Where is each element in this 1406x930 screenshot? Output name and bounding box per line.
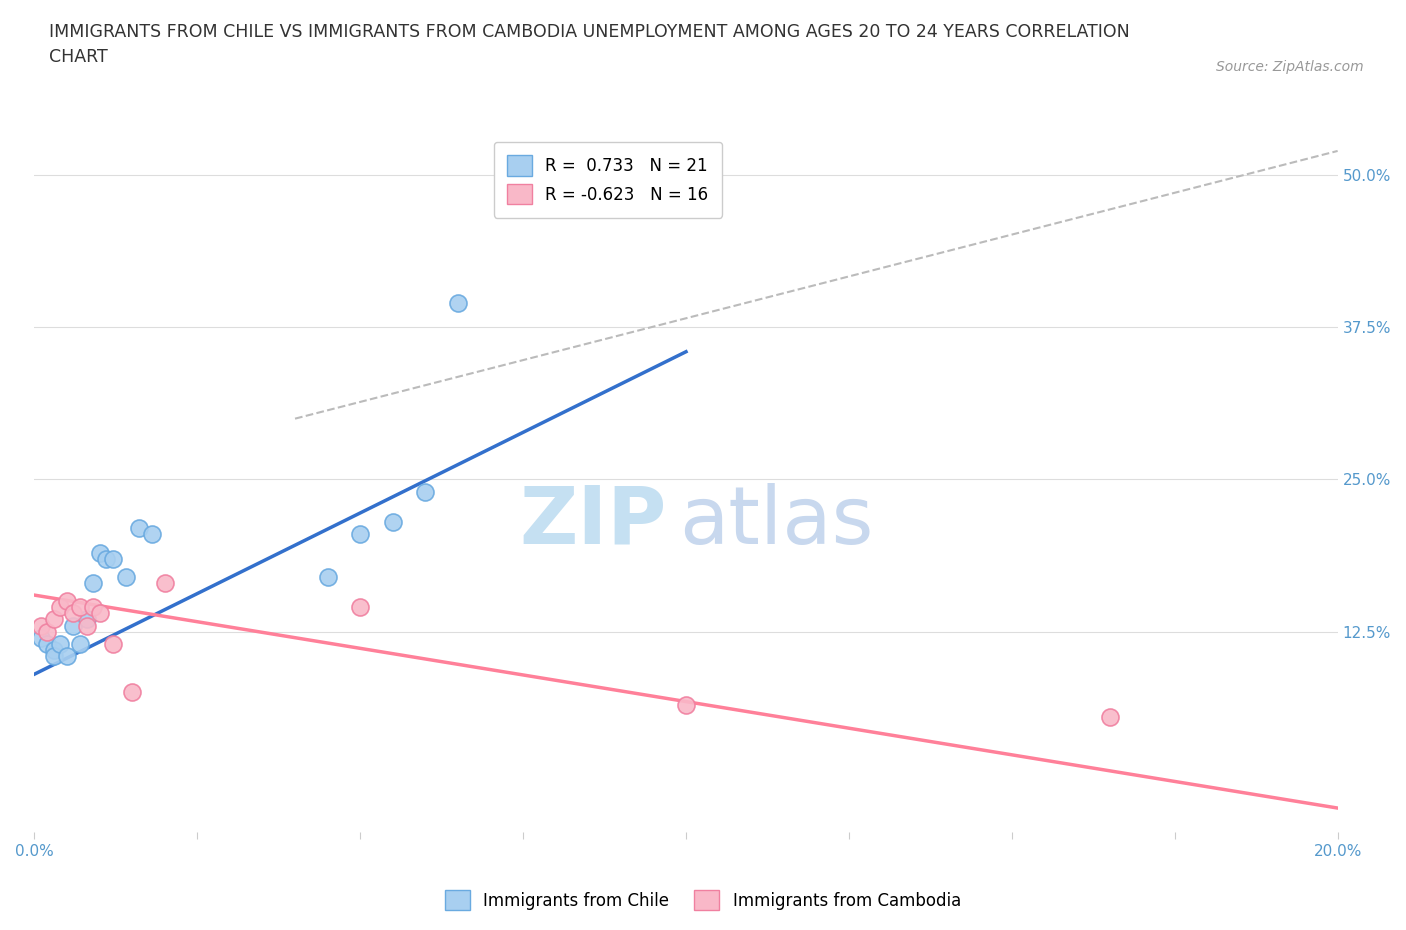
Legend: R =  0.733   N = 21, R = -0.623   N = 16: R = 0.733 N = 21, R = -0.623 N = 16 xyxy=(494,142,721,218)
Point xyxy=(128,521,150,536)
Point xyxy=(415,485,437,499)
Point xyxy=(42,648,65,663)
Point xyxy=(316,569,339,584)
Point xyxy=(69,600,91,615)
Point xyxy=(381,514,404,529)
Point xyxy=(62,606,84,621)
Point xyxy=(349,526,371,541)
Text: IMMIGRANTS FROM CHILE VS IMMIGRANTS FROM CAMBODIA UNEMPLOYMENT AMONG AGES 20 TO : IMMIGRANTS FROM CHILE VS IMMIGRANTS FROM… xyxy=(49,23,1130,66)
Point xyxy=(56,648,79,663)
Point xyxy=(76,612,98,627)
Legend: Immigrants from Chile, Immigrants from Cambodia: Immigrants from Chile, Immigrants from C… xyxy=(439,884,967,917)
Point xyxy=(62,618,84,633)
Point xyxy=(141,526,163,541)
Point xyxy=(121,685,143,700)
Point xyxy=(675,698,697,712)
Text: Source: ZipAtlas.com: Source: ZipAtlas.com xyxy=(1216,60,1364,74)
Point xyxy=(349,600,371,615)
Point xyxy=(30,618,52,633)
Point xyxy=(37,624,59,639)
Point xyxy=(447,296,470,311)
Point xyxy=(153,576,176,591)
Point xyxy=(114,569,136,584)
Point xyxy=(49,636,72,651)
Point xyxy=(49,600,72,615)
Point xyxy=(101,551,124,566)
Text: atlas: atlas xyxy=(679,483,875,561)
Point xyxy=(94,551,117,566)
Point xyxy=(82,600,104,615)
Point xyxy=(56,593,79,608)
Point xyxy=(1098,710,1121,724)
Point xyxy=(30,631,52,645)
Point xyxy=(101,636,124,651)
Point xyxy=(37,636,59,651)
Point xyxy=(42,643,65,658)
Text: ZIP: ZIP xyxy=(519,483,666,561)
Point xyxy=(89,545,111,560)
Point xyxy=(89,606,111,621)
Point xyxy=(42,612,65,627)
Point xyxy=(82,576,104,591)
Point xyxy=(76,618,98,633)
Point xyxy=(69,636,91,651)
